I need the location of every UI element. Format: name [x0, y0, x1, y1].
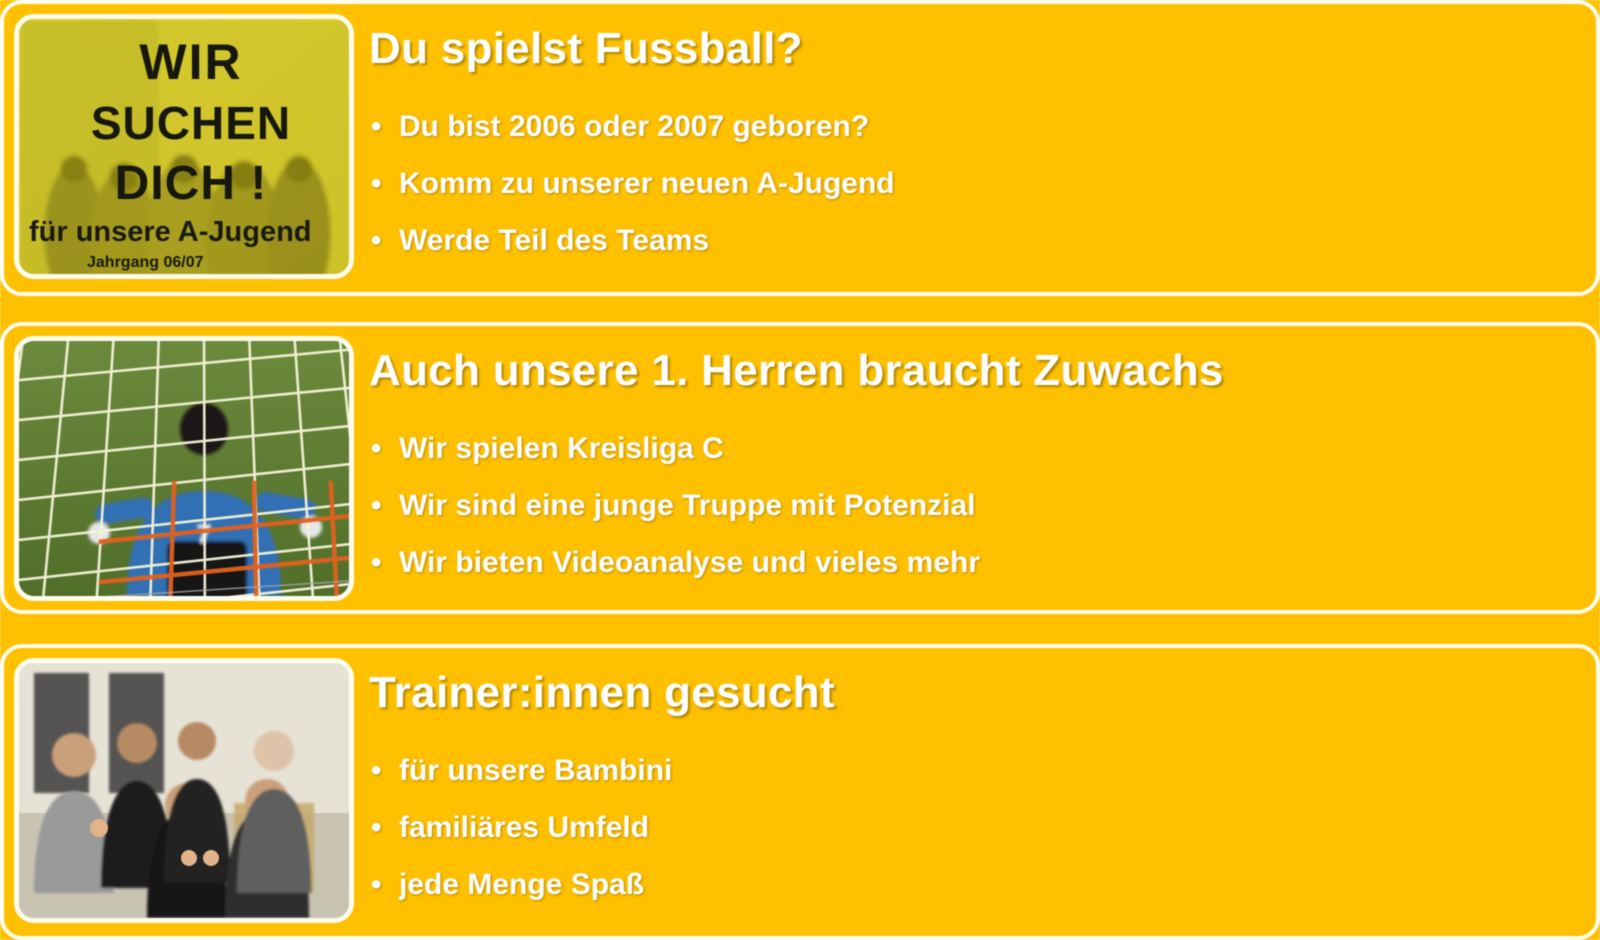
- svg-text:SUCHEN: SUCHEN: [91, 97, 291, 149]
- svg-text:Jahrgang 06/07: Jahrgang 06/07: [87, 254, 204, 271]
- svg-text:WIR: WIR: [139, 34, 242, 90]
- svg-text:DICH !: DICH !: [115, 157, 268, 210]
- svg-text:für unsere A-Jugend: für unsere A-Jugend: [29, 216, 312, 248]
